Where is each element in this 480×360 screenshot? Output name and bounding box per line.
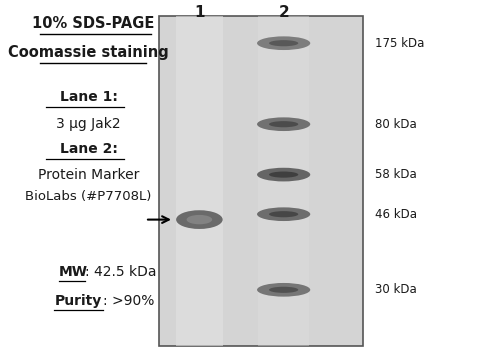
FancyBboxPatch shape (159, 16, 363, 346)
Ellipse shape (256, 207, 310, 221)
Text: 3 μg Jak2: 3 μg Jak2 (56, 117, 120, 131)
Ellipse shape (256, 283, 310, 297)
Ellipse shape (268, 287, 298, 293)
FancyBboxPatch shape (176, 16, 222, 346)
FancyBboxPatch shape (258, 16, 309, 346)
Ellipse shape (268, 171, 298, 178)
Ellipse shape (256, 117, 310, 131)
Text: 58 kDa: 58 kDa (374, 168, 416, 181)
Text: 30 kDa: 30 kDa (374, 283, 416, 296)
Text: 10% SDS-PAGE: 10% SDS-PAGE (32, 16, 154, 31)
Ellipse shape (268, 211, 298, 217)
Ellipse shape (256, 36, 310, 50)
Text: : 42.5 kDa: : 42.5 kDa (85, 265, 156, 279)
Text: Lane 2:: Lane 2: (60, 143, 117, 156)
Text: 80 kDa: 80 kDa (374, 118, 416, 131)
Ellipse shape (186, 215, 212, 224)
Ellipse shape (256, 168, 310, 181)
Text: 175 kDa: 175 kDa (374, 37, 423, 50)
Text: 1: 1 (194, 5, 204, 20)
Ellipse shape (268, 40, 298, 46)
Text: BioLabs (#P7708L): BioLabs (#P7708L) (25, 190, 151, 203)
Ellipse shape (268, 121, 298, 127)
Text: Lane 1:: Lane 1: (60, 90, 117, 104)
Text: : >90%: : >90% (103, 294, 154, 307)
Ellipse shape (176, 210, 222, 229)
Text: Protein Marker: Protein Marker (38, 168, 139, 181)
Text: Purity: Purity (54, 294, 101, 307)
Text: MW: MW (59, 265, 88, 279)
Text: 46 kDa: 46 kDa (374, 208, 416, 221)
Text: 2: 2 (278, 5, 288, 20)
Text: Coomassie staining: Coomassie staining (8, 45, 168, 60)
